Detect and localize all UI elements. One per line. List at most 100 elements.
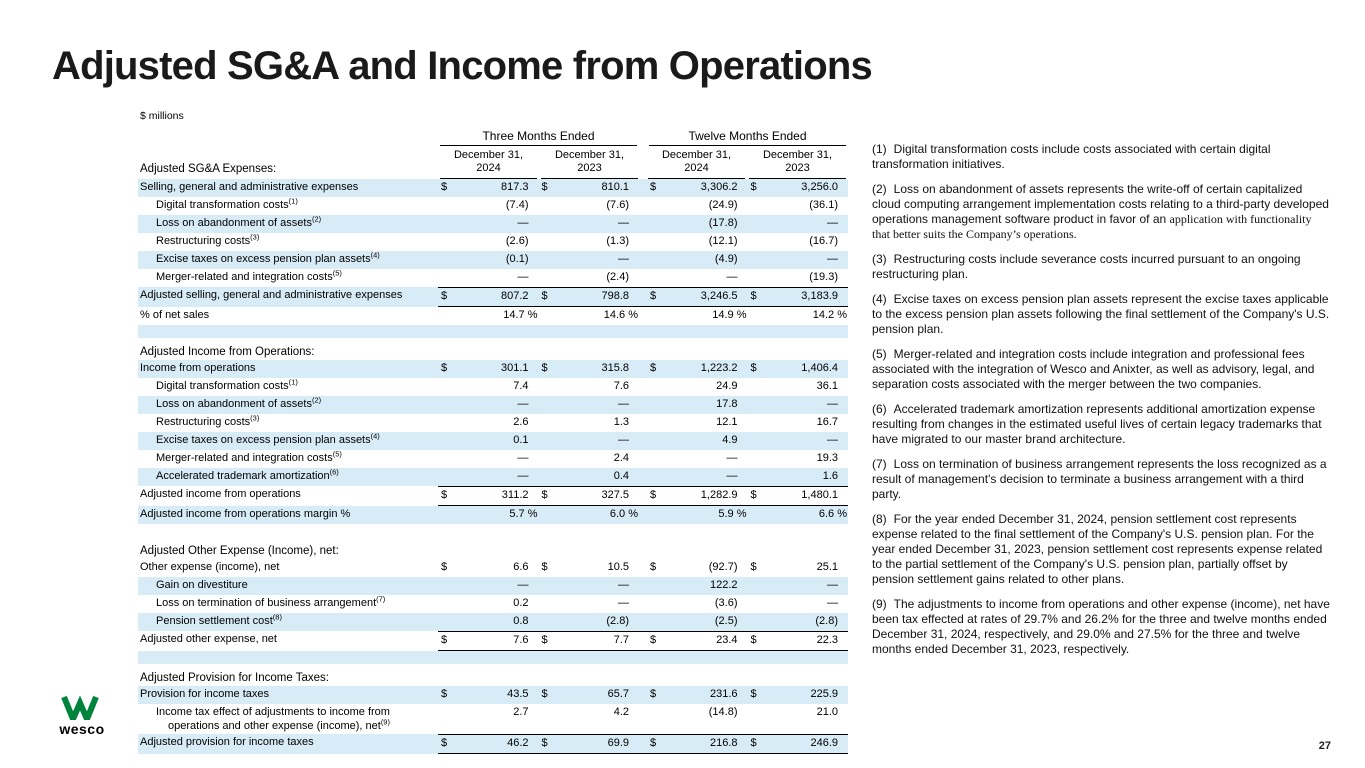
footnote-marker: (3) bbox=[250, 413, 260, 423]
row-values: (0.1) — (4.9) — bbox=[438, 251, 848, 269]
value: 25.1 bbox=[816, 561, 838, 574]
currency-symbol: $ bbox=[541, 688, 548, 701]
value-cell: $ (92.7) bbox=[647, 559, 748, 577]
value: 22.3 bbox=[816, 634, 838, 647]
section-header-row: Adjusted Other Expense (Income), net: bbox=[138, 537, 848, 559]
value: 3,256.0 bbox=[801, 181, 838, 194]
value-cell: (0.1) bbox=[438, 251, 539, 269]
footnote: (2) Loss on abandonment of assets represe… bbox=[872, 182, 1329, 241]
row-values: 2.6 1.3 12.1 16.7 bbox=[438, 414, 848, 432]
page-number: 27 bbox=[1318, 740, 1331, 752]
value-cell: (2.6) bbox=[438, 233, 539, 251]
value-cell: 0.1 bbox=[438, 432, 539, 450]
value: — bbox=[517, 271, 529, 284]
value-cell: $301.1 bbox=[438, 360, 539, 378]
value: 2.4 bbox=[613, 452, 629, 465]
table-row: Loss on termination of business arrangem… bbox=[138, 595, 848, 613]
value-cell: $3,246.5 bbox=[647, 288, 748, 306]
group-header-three-months: Three Months Ended bbox=[440, 129, 637, 146]
row-values: 0.8 (2.8) (2.5) (2.8) bbox=[438, 613, 848, 631]
footnotes-panel: (1) Digital transformation costs include … bbox=[872, 142, 1330, 667]
value-cell: 21.0 bbox=[748, 704, 849, 734]
currency-symbol: $ bbox=[650, 561, 657, 574]
value: 122.2 bbox=[709, 579, 738, 592]
currency-symbol: $ bbox=[541, 489, 548, 502]
footnote-marker: (2) bbox=[311, 395, 322, 405]
value-cell: $43.5 bbox=[438, 686, 539, 704]
value: (2.4) bbox=[606, 271, 629, 284]
value: 6.6 % bbox=[818, 508, 847, 521]
value-cell: 1.6 bbox=[748, 468, 849, 486]
row-values: — — 17.8 — bbox=[438, 396, 848, 414]
currency-symbol: $ bbox=[541, 634, 548, 647]
row-label: Other expense (income), net bbox=[140, 561, 280, 574]
value: 5.9 % bbox=[718, 508, 747, 521]
value-cell: — bbox=[748, 251, 849, 269]
value: 2.7 bbox=[513, 706, 529, 719]
value-cell: (3.6) bbox=[647, 595, 748, 613]
table-row: Adjusted income from operations margin %… bbox=[138, 506, 848, 525]
value-cell: $10.5 bbox=[539, 559, 640, 577]
table-body: Selling, general and administrative expe… bbox=[138, 179, 849, 755]
value: 65.7 bbox=[607, 688, 629, 701]
value: 327.5 bbox=[601, 489, 629, 502]
currency-symbol: $ bbox=[750, 634, 757, 647]
value: — bbox=[517, 470, 529, 483]
row-label: Adjusted selling, general and administra… bbox=[140, 289, 403, 302]
footnote-number: (8) bbox=[872, 512, 887, 526]
value: 7.4 bbox=[513, 380, 529, 393]
value-cell: $6.6 bbox=[438, 559, 539, 577]
value: 301.1 bbox=[500, 362, 529, 375]
row-label: Selling, general and administrative expe… bbox=[140, 181, 359, 194]
value: (2.5) bbox=[714, 615, 738, 628]
value: — bbox=[618, 217, 629, 230]
value: 19.3 bbox=[816, 452, 838, 465]
footnote-marker: (1) bbox=[288, 196, 298, 206]
currency-symbol: $ bbox=[650, 634, 657, 647]
value: — bbox=[618, 398, 629, 411]
row-values: $817.3 $810.1 $3,306.2 $3,256.0 bbox=[438, 179, 848, 197]
footnote: (5) Merger-related and integration costs … bbox=[872, 347, 1315, 391]
value-cell: — bbox=[539, 215, 640, 233]
row-label: Accelerated trademark amortization(6) bbox=[156, 467, 339, 483]
column-header-3: December 31, 2024 bbox=[648, 149, 745, 180]
footnote-number: (9) bbox=[872, 597, 887, 611]
value-cell: $46.2 bbox=[438, 735, 539, 753]
value-cell: — bbox=[647, 450, 748, 468]
row-label: Loss on termination of business arrangem… bbox=[156, 594, 386, 610]
footnote-marker: (7) bbox=[376, 594, 386, 604]
value-cell: — bbox=[438, 396, 539, 414]
currency-symbol: $ bbox=[650, 181, 657, 194]
value: — bbox=[517, 398, 529, 411]
value-cell: $1,223.2 bbox=[647, 360, 748, 378]
units-label: $ millions bbox=[140, 110, 184, 122]
value: 7.6 bbox=[513, 634, 529, 647]
value-cell: $7.6 bbox=[438, 632, 539, 650]
row-values: — 2.4 — 19.3 bbox=[438, 450, 848, 468]
value: 216.8 bbox=[709, 737, 738, 750]
row-label: Digital transformation costs(1) bbox=[156, 196, 298, 212]
value: 807.2 bbox=[500, 290, 529, 303]
table-row: Merger-related and integration costs(5) —… bbox=[138, 269, 848, 287]
value-cell: 4.2 bbox=[539, 704, 640, 734]
value: 14.9 % bbox=[712, 309, 747, 322]
row-label: Adjusted Provision for Income Taxes: bbox=[140, 671, 329, 684]
row-label: % of net sales bbox=[140, 309, 210, 322]
value-cell: $3,256.0 bbox=[748, 179, 849, 197]
value-cell: 36.1 bbox=[748, 378, 849, 396]
value: 5.7 % bbox=[509, 508, 538, 521]
value-cell: $3,183.9 bbox=[748, 288, 849, 306]
row-label: Provision for income taxes bbox=[140, 688, 269, 701]
value: 69.9 bbox=[607, 737, 629, 750]
value-cell: (4.9) bbox=[647, 251, 748, 269]
value-cell: 12.1 bbox=[647, 414, 748, 432]
footnote-marker: (9) bbox=[380, 717, 390, 727]
value: 4.9 bbox=[722, 434, 738, 447]
value-cell: $216.8 bbox=[647, 735, 748, 753]
value-cell: $798.8 bbox=[539, 288, 640, 306]
value-cell: $22.3 bbox=[748, 632, 849, 650]
wesco-logo: wesco bbox=[56, 696, 108, 737]
column-header-4: December 31, 2023 bbox=[749, 149, 846, 180]
value: 0.1 bbox=[513, 434, 529, 447]
